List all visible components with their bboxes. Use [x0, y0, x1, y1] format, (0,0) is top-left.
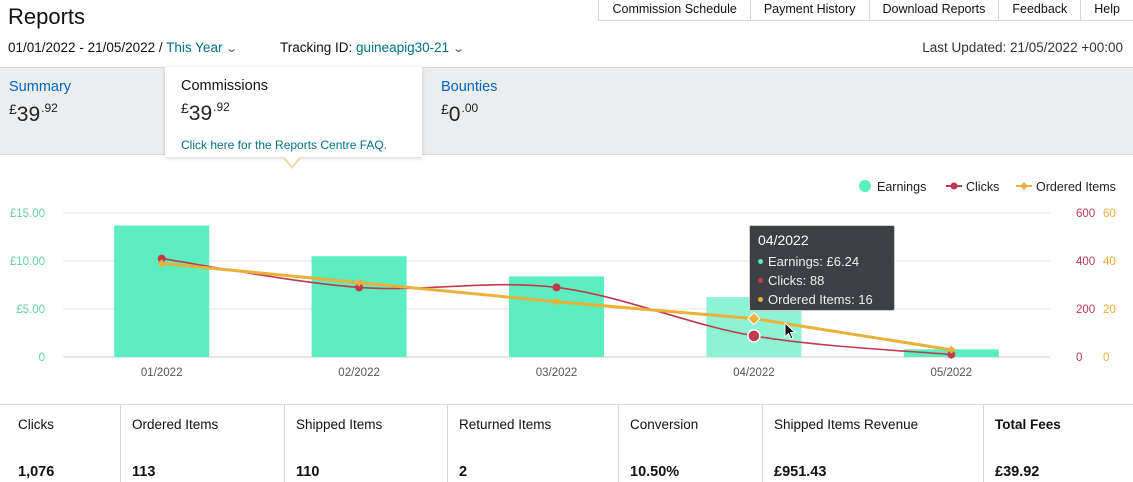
y-right-clicks-tick-label: 400: [1076, 256, 1095, 268]
stat-value: £39.92: [995, 464, 1040, 480]
clicks-point: [947, 350, 956, 359]
last-updated: Last Updated: 21/05/2022 +00:00: [922, 40, 1123, 55]
legend-items-label: Ordered Items: [1036, 180, 1116, 194]
y-right-items-tick-label: 40: [1103, 256, 1116, 268]
date-range-selector[interactable]: 01/01/2022 - 21/05/2022 / This Year ⌄: [8, 40, 239, 55]
y-right-items-tick-label: 0: [1103, 352, 1109, 364]
stat-total-fees: Total Fees £39.92: [984, 405, 1133, 482]
top-tabs: Commission Schedule Payment History Down…: [598, 0, 1133, 21]
y-right-clicks-tick-label: 600: [1076, 208, 1095, 220]
commissions-item: Commissions £39.92: [181, 78, 268, 126]
ordered-items-point: [552, 297, 561, 306]
x-tick-label: 01/2022: [141, 367, 183, 379]
filter-bar: 01/01/2022 - 21/05/2022 / This Year ⌄ Tra…: [8, 40, 1123, 58]
faq-link[interactable]: Click here for the Reports Centre FAQ.: [181, 138, 388, 152]
bounties-value: £0.00: [441, 101, 479, 126]
stat-shipped-items-revenue: Shipped Items Revenue £951.43: [763, 405, 984, 482]
stat-label: Clicks: [18, 417, 54, 432]
ordered-items-point: [947, 345, 956, 354]
y-left-tick-label: £5.00: [16, 304, 45, 316]
clicks-point: [552, 283, 561, 292]
y-left-tick-label: 0: [39, 352, 45, 364]
stat-label: Shipped Items: [296, 417, 383, 432]
x-tick-label: 02/2022: [338, 367, 380, 379]
x-tick-label: 04/2022: [733, 367, 775, 379]
y-left-tick-label: £15.00: [10, 208, 45, 220]
stat-value: 110: [296, 464, 320, 480]
stat-label: Returned Items: [459, 417, 552, 432]
chevron-down-icon[interactable]: ⌄: [452, 43, 466, 55]
clicks-point: [157, 254, 166, 263]
tracking-id-selector[interactable]: Tracking ID: guineapig30-21 ⌄: [280, 40, 466, 55]
stat-returned-items: Returned Items 2: [448, 405, 619, 482]
legend-earnings-swatch: [859, 180, 871, 192]
commissions-tab[interactable]: Commissions £39.92 Click here for the Re…: [165, 67, 422, 157]
page-title: Reports: [8, 4, 86, 29]
ordered-items-point: [355, 278, 364, 287]
commissions-label: Commissions: [181, 78, 269, 94]
stats-bar: Clicks 1,076 Ordered Items 113 Shipped I…: [0, 404, 1133, 482]
tooltip-clicks: Clicks: 88: [758, 271, 886, 290]
stat-label: Ordered Items: [132, 417, 219, 432]
tooltip-earnings: Earnings: £6.24: [758, 252, 886, 271]
legend-items-swatch: [1020, 182, 1028, 190]
legend-earnings-label: Earnings: [877, 180, 926, 194]
x-tick-label: 05/2022: [931, 367, 973, 379]
tab-feedback[interactable]: Feedback: [998, 0, 1081, 21]
tab-download-reports[interactable]: Download Reports: [868, 0, 999, 21]
stat-shipped-items: Shipped Items 110: [285, 405, 448, 482]
earnings-bar: [311, 256, 407, 357]
period-link[interactable]: This Year: [166, 40, 223, 55]
y-left-tick-label: £10.00: [10, 256, 45, 268]
stat-clicks: Clicks 1,076: [0, 405, 121, 482]
tooltip-title: 04/2022: [758, 232, 809, 248]
ordered-items-point: [157, 259, 166, 268]
summary-tab[interactable]: Summary £39.92: [9, 79, 71, 127]
stat-value: 1,076: [18, 464, 55, 480]
y-right-items-tick-label: 60: [1103, 208, 1116, 220]
tracking-label: Tracking ID:: [280, 40, 353, 55]
summary-value: £39.92: [9, 101, 58, 126]
bounties-tab[interactable]: Bounties £0.00: [441, 79, 497, 127]
tooltip-ordered-items: Ordered Items: 16: [758, 290, 886, 309]
earnings-chart[interactable]: 0 £5.00 £10.00 £15.00 0 200 400 600 0 20 40 60 01/20…: [0, 170, 1133, 380]
stat-ordered-items: Ordered Items 113: [121, 405, 285, 482]
stat-value: £951.43: [774, 464, 827, 480]
stat-conversion: Conversion 10.50%: [619, 405, 763, 482]
chevron-down-icon[interactable]: ⌄: [225, 43, 239, 55]
active-tab-caret: [282, 156, 302, 169]
stat-label: Conversion: [630, 417, 699, 432]
tab-commission-schedule[interactable]: Commission Schedule: [598, 0, 750, 21]
legend-clicks-swatch: [950, 182, 958, 190]
y-right-clicks-tick-label: 200: [1076, 304, 1095, 316]
stat-label: Shipped Items Revenue: [774, 417, 919, 432]
tab-payment-history[interactable]: Payment History: [749, 0, 869, 21]
ordered-items-point: [747, 311, 761, 326]
chart-tooltip: 04/2022 Earnings: £6.24 Clicks: 88 Order…: [749, 225, 895, 311]
clicks-point: [747, 329, 761, 343]
stat-value: 113: [132, 464, 156, 480]
stat-value: 10.50%: [630, 464, 680, 480]
commissions-value: £39.92: [181, 100, 230, 125]
stat-label: Total Fees: [995, 417, 1061, 432]
y-right-items-tick-label: 20: [1103, 304, 1116, 316]
date-range-text: 01/01/2022 - 21/05/2022 /: [8, 40, 163, 55]
earnings-bar: [114, 225, 210, 357]
stat-value: 2: [459, 464, 468, 480]
bounties-label[interactable]: Bounties: [441, 79, 498, 95]
x-tick-label: 03/2022: [536, 367, 578, 379]
legend-clicks-label: Clicks: [966, 180, 999, 194]
tracking-id-value[interactable]: guineapig30-21: [356, 40, 450, 55]
summary-label[interactable]: Summary: [9, 79, 72, 95]
clicks-point: [355, 283, 364, 292]
tab-help[interactable]: Help: [1080, 0, 1133, 21]
mouse-cursor-icon: [784, 322, 797, 340]
y-right-clicks-tick-label: 0: [1076, 352, 1082, 364]
